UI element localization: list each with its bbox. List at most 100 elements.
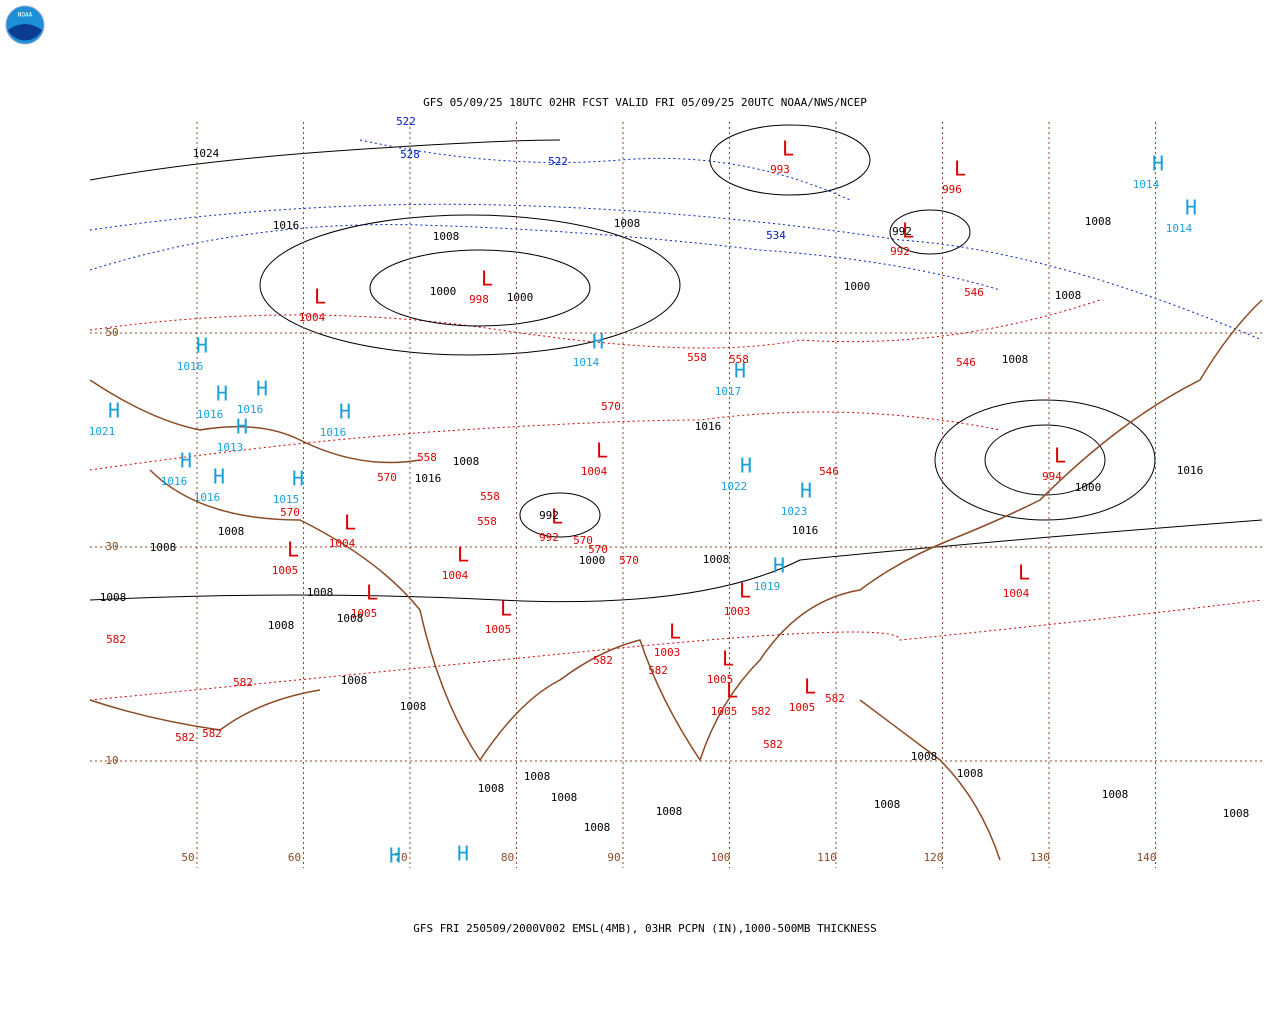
- isobar-label: 1000: [507, 291, 534, 304]
- high-marker: H: [196, 334, 208, 358]
- thickness-label: 582: [202, 727, 222, 740]
- map-title: GFS 05/09/25 18UTC 02HR FCST VALID FRI 0…: [423, 96, 867, 109]
- isobar: [89, 519, 1263, 603]
- isobar-label: 1008: [614, 217, 641, 230]
- isobar-label: 1016: [792, 524, 819, 537]
- isobar-label: 1008: [100, 591, 127, 604]
- low-value: 1004: [1003, 587, 1030, 600]
- thickness-contour: [359, 139, 851, 201]
- thickness-label: 570: [377, 471, 397, 484]
- thickness-label: 546: [956, 356, 976, 369]
- low-value: 996: [942, 183, 962, 196]
- thickness-label: 522: [396, 115, 416, 128]
- isobar-label: 1008: [1085, 215, 1112, 228]
- thickness-label: 546: [819, 465, 839, 478]
- isobar-label: 1000: [844, 280, 871, 293]
- isobar-label: 1008: [1055, 289, 1082, 302]
- isobar-label: 1008: [656, 805, 683, 818]
- isobar-label: 1008: [1002, 353, 1029, 366]
- high-marker: H: [216, 382, 228, 406]
- low-marker: L: [954, 157, 966, 181]
- high-marker: H: [457, 842, 469, 866]
- grid: 50 60 70 80 90 100 110 120 130 140 50 30 10: [90, 122, 1262, 868]
- thickness-label: 582: [175, 731, 195, 744]
- low-marker: L: [669, 620, 681, 644]
- isobar-label: 1016: [1177, 464, 1204, 477]
- thickness-label: 582: [763, 738, 783, 751]
- low-value: 1004: [442, 569, 469, 582]
- low-marker: L: [551, 505, 563, 529]
- high-value: 1014: [573, 356, 600, 369]
- noaa-logo: NOAA: [5, 5, 45, 45]
- thickness-label: 582: [648, 664, 668, 677]
- thickness-label: 582: [106, 633, 126, 646]
- high-value: 1016: [194, 491, 221, 504]
- thickness-label: 582: [593, 654, 613, 667]
- lon-label: 80: [501, 851, 514, 864]
- low-value: 1005: [789, 701, 816, 714]
- coastline: [149, 299, 1263, 762]
- low-value: 1005: [711, 705, 738, 718]
- high-marker: H: [213, 465, 225, 489]
- lon-label: 50: [181, 851, 194, 864]
- isobar: [89, 139, 561, 181]
- low-marker: L: [481, 267, 493, 291]
- isobar: [709, 124, 871, 196]
- isobar-label: 992: [892, 225, 912, 238]
- thickness-label: 582: [751, 705, 771, 718]
- coastline: [89, 379, 421, 464]
- isobar-label: 1008: [268, 619, 295, 632]
- lat-label: 10: [105, 754, 118, 767]
- thickness-contour: [89, 224, 1001, 291]
- lon-label: 60: [288, 851, 301, 864]
- thickness-contour: [89, 599, 1263, 701]
- thickness-label: 558: [729, 353, 749, 366]
- low-marker: L: [366, 581, 378, 605]
- thickness-contour: [89, 299, 1101, 349]
- high-marker: H: [592, 330, 604, 354]
- low-marker: L: [287, 538, 299, 562]
- high-marker: H: [773, 554, 785, 578]
- thickness-contour: [89, 203, 1263, 341]
- low-marker: L: [457, 543, 469, 567]
- isobar-label: 1008: [957, 767, 984, 780]
- high-marker: H: [180, 449, 192, 473]
- high-value: 1016: [237, 403, 264, 416]
- isobar-label: 1008: [1223, 807, 1250, 820]
- thickness-label: 570: [619, 554, 639, 567]
- high-value: 1021: [89, 425, 116, 438]
- lat-label: 30: [105, 540, 118, 553]
- high-value: 1015: [273, 493, 300, 506]
- isobar-label: 1008: [218, 525, 245, 538]
- isobar-label: 1000: [579, 554, 606, 567]
- low-marker: L: [739, 579, 751, 603]
- isobar-label: 1008: [551, 791, 578, 804]
- low-marker: L: [902, 219, 914, 243]
- high-value: 1022: [721, 480, 748, 493]
- lon-label: 120: [924, 851, 944, 864]
- logo-wave: [8, 24, 42, 41]
- isobar: [934, 399, 1156, 521]
- high-marker: H: [292, 467, 304, 491]
- thickness-label: 534: [766, 229, 786, 242]
- high-marker: H: [800, 479, 812, 503]
- low-marker: L: [314, 285, 326, 309]
- isobar-label: 992: [539, 509, 559, 522]
- low-value: 993: [770, 163, 790, 176]
- high-marker: H: [734, 359, 746, 383]
- thickness-label: 522: [548, 155, 568, 168]
- low-marker: L: [1054, 444, 1066, 468]
- low-marker: L: [1018, 561, 1030, 585]
- lon-label: 90: [607, 851, 620, 864]
- high-marker: H: [236, 415, 248, 439]
- low-value: 992: [539, 531, 559, 544]
- high-value: 1016: [161, 475, 188, 488]
- low-value: 1003: [654, 646, 681, 659]
- thickness-label: 558: [480, 490, 500, 503]
- isobar-label: 1016: [273, 219, 300, 232]
- high-value: 1017: [715, 385, 742, 398]
- low-value: 998: [469, 293, 489, 306]
- coastline: [89, 689, 321, 731]
- thickness-label: 582: [233, 676, 253, 689]
